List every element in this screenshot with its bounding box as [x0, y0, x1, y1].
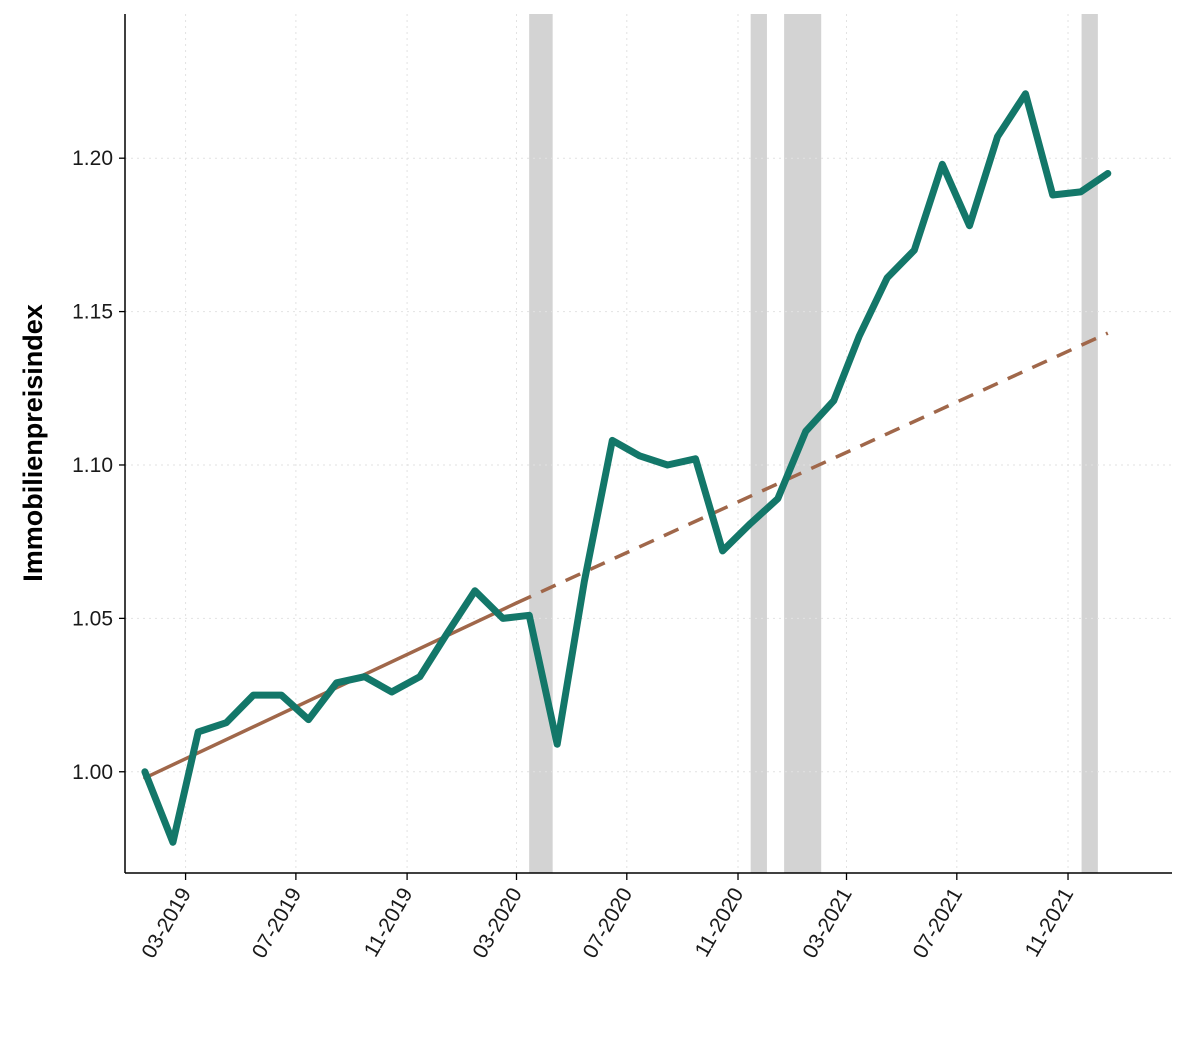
x-tick-label-03-2021: 03-2021 [798, 884, 856, 962]
x-tick-label-11-2020: 11-2020 [691, 884, 749, 961]
x-tick-label-07-2021: 07-2021 [909, 884, 967, 962]
y-tick-label-1.10: 1.10 [72, 454, 113, 477]
x-tick-label-11-2019: 11-2019 [360, 884, 418, 961]
x-tick-label-11-2021: 11-2021 [1021, 884, 1079, 961]
series [141, 90, 1112, 846]
series-line-observed [141, 90, 1112, 846]
x-tick-label-07-2020: 07-2020 [579, 884, 637, 962]
y-tick-label-1.05: 1.05 [72, 607, 113, 630]
shaded-period-1 [529, 14, 553, 873]
shaded-period-2 [750, 14, 767, 873]
y-axis-title: Immobilienpreisindex [18, 304, 48, 582]
series-line-trend-projected [515, 331, 1109, 605]
y-tick-label-1.20: 1.20 [72, 147, 113, 170]
shaded-period-4 [1081, 14, 1098, 873]
y-tick-label-1.00: 1.00 [72, 761, 113, 784]
axes [124, 14, 1172, 874]
y-tick-label-1.15: 1.15 [72, 301, 113, 324]
x-tick-label-07-2019: 07-2019 [248, 884, 306, 962]
grid [125, 14, 1172, 873]
x-tick-label-03-2019: 03-2019 [137, 884, 195, 962]
ticks: 1.00 1.05 1.10 1.15 1.20 03-2019 07-2019 11-201… [72, 147, 1078, 962]
x-tick-label-03-2020: 03-2020 [468, 884, 526, 962]
